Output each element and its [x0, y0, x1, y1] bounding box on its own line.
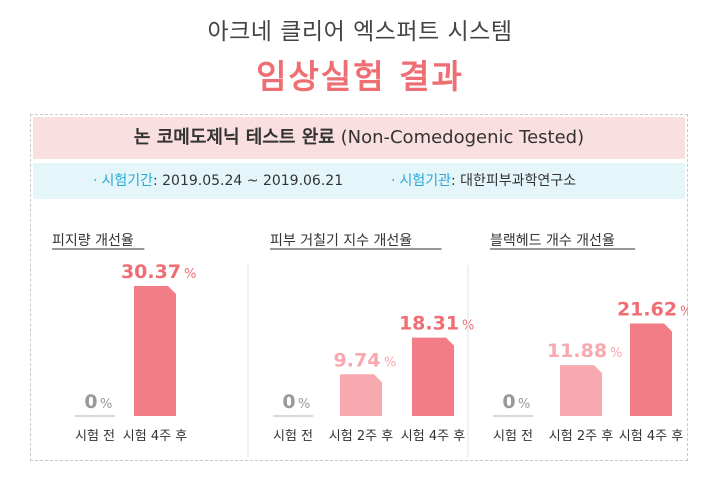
- category-label: 시험 전: [75, 429, 115, 444]
- bar-value-label: 11.88: [547, 340, 607, 362]
- category-label: 시험 4주 후: [401, 429, 465, 444]
- bar-unit-label: %: [384, 355, 396, 370]
- bar-value-label: 0: [502, 391, 515, 413]
- bar-unit-label: %: [610, 346, 622, 361]
- chart-title: 피부 거칠기 지수 개선율: [270, 233, 412, 249]
- test-banner: 논 코메도제닉 테스트 완료 (Non-Comedogenic Tested): [33, 117, 685, 159]
- bar-value-label: 0: [282, 391, 295, 413]
- org-label: 시험기관: [399, 173, 451, 189]
- bar-value-label: 0: [84, 391, 97, 413]
- bar-unit-label: %: [680, 304, 688, 319]
- chart-title: 블랙헤드 개수 개선율: [490, 233, 615, 249]
- chart-title: 피지량 개선율: [52, 233, 134, 249]
- bar-unit-label: %: [298, 397, 310, 412]
- bar: [340, 374, 382, 416]
- period-value: : 2019.05.24 ~ 2019.06.21: [152, 173, 344, 189]
- charts-svg: 피지량 개선율 0 % 시험 전 30.37 % 시험 4주 후 피부 거칠기 지수 개선율 0…: [52, 233, 688, 457]
- charts-area: 피지량 개선율 0% 시험 전 30.37% 시험 4주 후 피부 거칠기 지수 개선율 0…: [30, 225, 688, 461]
- banner-bold-text: 논 코메도제닉 테스트 완료: [133, 127, 335, 148]
- bar-value-label: 9.74: [334, 349, 381, 371]
- category-label: 시험 2주 후: [549, 429, 613, 444]
- category-label: 시험 전: [273, 429, 313, 444]
- period-label: 시험기간: [101, 173, 153, 189]
- category-label: 시험 4주 후: [123, 429, 187, 444]
- bar: [560, 365, 602, 416]
- bullet-dot-icon: ·: [391, 173, 396, 189]
- brand-subtitle: 아크네 클리어 엑스퍼트 시스템: [207, 19, 513, 45]
- category-label: 시험 2주 후: [329, 429, 393, 444]
- bar-unit-label: %: [100, 397, 112, 412]
- bar-value-label: 30.37: [121, 261, 181, 283]
- bar: [630, 323, 672, 416]
- bar-value-label: 18.31: [399, 313, 459, 335]
- bullet-dot-icon: ·: [93, 173, 98, 189]
- category-label: 시험 전: [493, 429, 533, 444]
- bar-unit-label: %: [184, 267, 196, 282]
- period-info: · 시험기간: 2019.05.24 ~ 2019.06.21: [93, 163, 343, 199]
- bar: [134, 286, 176, 416]
- test-info-bar: · 시험기간: 2019.05.24 ~ 2019.06.21 · 시험기관: 대한…: [33, 163, 685, 199]
- org-info: · 시험기관: 대한피부과학연구소: [391, 163, 576, 199]
- page-title: 임상실험 결과: [256, 57, 464, 96]
- org-value: : 대한피부과학연구소: [450, 173, 577, 189]
- bar-value-label: 21.62: [617, 298, 677, 320]
- bar-unit-label: %: [518, 397, 530, 412]
- category-label: 시험 4주 후: [619, 429, 683, 444]
- bar: [412, 337, 454, 416]
- banner-normal-text: (Non-Comedogenic Tested): [340, 127, 585, 148]
- results-panel: 논 코메도제닉 테스트 완료 (Non-Comedogenic Tested) …: [30, 114, 688, 461]
